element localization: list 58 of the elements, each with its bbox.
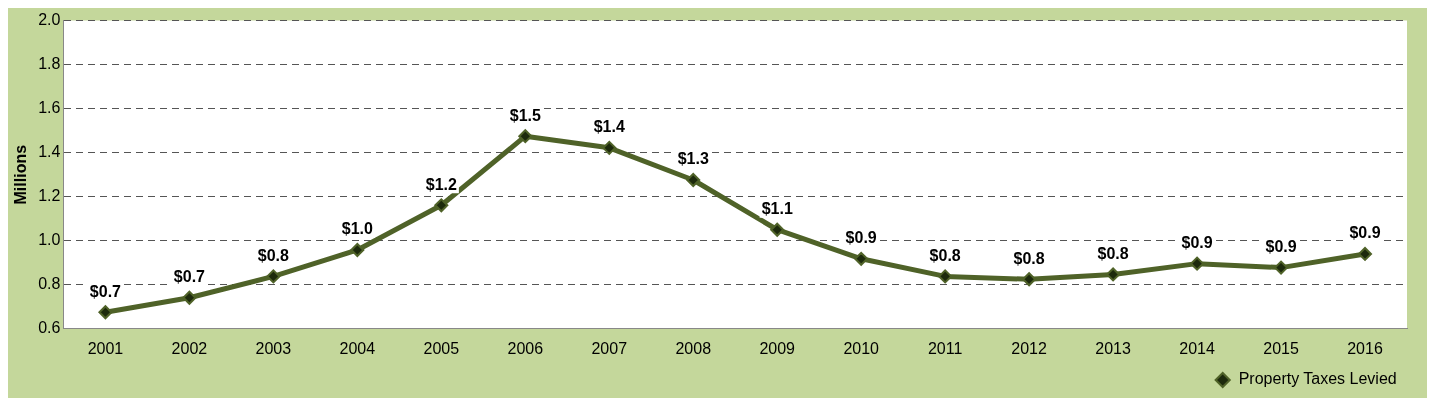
point [854, 251, 869, 266]
y-axis-title: Millions [12, 144, 30, 205]
x-tick-label: 2013 [1095, 339, 1131, 357]
data-label: $0.9 [1349, 224, 1381, 242]
data-label: $1.4 [593, 118, 625, 136]
x-tick-label: 2004 [339, 339, 376, 357]
y-tick-label: 2.0 [38, 11, 61, 29]
x-tick-label: 2001 [87, 339, 124, 357]
point [98, 305, 113, 320]
y-tick-label: 1.8 [38, 55, 61, 73]
x-tick-label: 2006 [507, 339, 544, 357]
x-tick-label: 2011 [927, 339, 963, 357]
x-tick-label: 2002 [171, 339, 208, 357]
x-tick-label: 2012 [1011, 339, 1048, 357]
x-tick-label: 2008 [675, 339, 712, 357]
data-label: $0.7 [173, 268, 206, 286]
x-tick-label: 2014 [1179, 339, 1215, 357]
data-label: $1.1 [761, 200, 793, 218]
point [1106, 267, 1121, 282]
y-tick-label: 0.8 [38, 275, 61, 293]
x-tick-label: 2009 [759, 339, 796, 357]
point [938, 269, 953, 284]
x-tick-label: 2005 [423, 339, 460, 357]
data-label: $0.7 [89, 282, 122, 300]
y-tick-label: 1.2 [38, 187, 61, 205]
point [1358, 246, 1373, 261]
data-label: $1.3 [677, 150, 709, 168]
x-tick-label: 2016 [1347, 339, 1383, 357]
data-label: $1.2 [425, 175, 457, 193]
point [182, 290, 197, 305]
y-tick-label: 1.4 [38, 143, 61, 161]
data-label: $1.5 [509, 106, 541, 124]
data-label: $0.8 [929, 246, 961, 264]
data-label: $0.9 [845, 229, 877, 247]
point [266, 269, 281, 284]
data-label: $0.8 [257, 246, 290, 264]
data-label: $0.8 [1097, 244, 1129, 262]
legend-label: Property Taxes Levied [1238, 370, 1397, 388]
x-tick-label: 2015 [1263, 339, 1299, 357]
point [770, 222, 785, 237]
point [350, 242, 365, 257]
y-tick-label: 1.6 [38, 99, 61, 117]
data-label: $0.9 [1181, 234, 1213, 252]
point [1190, 256, 1205, 271]
y-tick-label: 0.6 [38, 319, 61, 337]
point [518, 129, 533, 144]
y-tick-label: 1.0 [38, 231, 61, 249]
data-label: $0.8 [1013, 249, 1045, 267]
data-label: $0.9 [1265, 238, 1297, 256]
point [1022, 272, 1037, 287]
point [686, 172, 701, 187]
data-label: $1.0 [341, 220, 374, 238]
x-tick-label: 2010 [843, 339, 880, 357]
point [434, 198, 449, 213]
x-tick-label: 2007 [591, 339, 628, 357]
point [1274, 260, 1289, 275]
x-tick-label: 2003 [255, 339, 292, 357]
point [602, 140, 617, 155]
